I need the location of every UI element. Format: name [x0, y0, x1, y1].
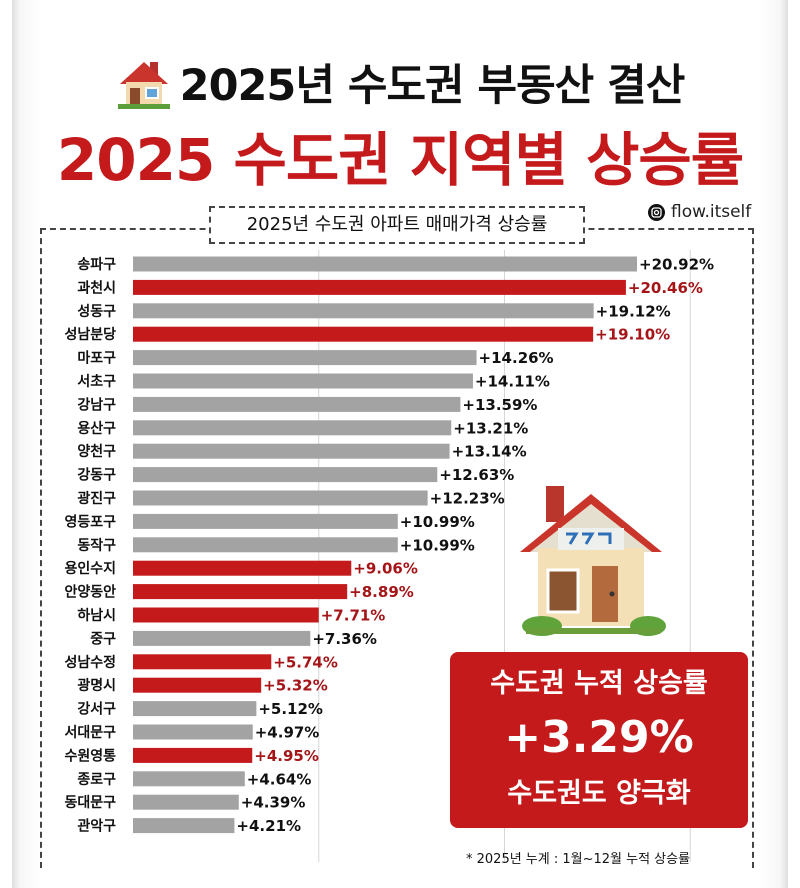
category-label: 서대문구	[64, 725, 116, 741]
category-label: 종로구	[77, 772, 116, 788]
callout-value: +3.29%	[504, 712, 694, 763]
value-label: +7.71%	[321, 607, 386, 625]
value-label: +10.99%	[400, 513, 475, 531]
bar	[133, 677, 262, 693]
bar	[133, 279, 626, 295]
value-label: +9.06%	[353, 560, 418, 578]
footnote: * 2025년 누계 : 1월~12월 누적 상승률	[466, 852, 691, 867]
category-label: 중구	[90, 631, 116, 647]
bar	[133, 701, 257, 717]
bar	[133, 467, 438, 483]
house-icon	[117, 62, 170, 109]
credit[interactable]: flow.itself	[648, 200, 751, 224]
value-label: +14.26%	[479, 349, 554, 367]
category-label: 송파구	[77, 257, 116, 273]
bar	[133, 794, 239, 810]
bar	[133, 747, 253, 763]
category-label: 과천시	[77, 280, 116, 296]
category-label: 마포구	[77, 351, 116, 367]
value-label: +4.39%	[241, 794, 306, 812]
bar	[133, 350, 477, 366]
value-label: +14.11%	[475, 373, 550, 391]
value-label: +4.64%	[247, 770, 312, 788]
value-label: +4.21%	[236, 817, 301, 835]
value-label: +5.74%	[273, 653, 338, 671]
value-label: +4.97%	[255, 724, 320, 742]
value-label: +13.14%	[452, 443, 527, 461]
title-text: 2025년 수도권 부동산 결산	[179, 61, 686, 111]
value-label: +12.23%	[430, 490, 505, 508]
bar	[133, 420, 452, 436]
category-label: 안양동안	[64, 584, 116, 601]
category-label: 동대문구	[64, 795, 116, 811]
value-label: +12.63%	[439, 466, 514, 484]
bar	[133, 373, 473, 389]
value-label: +20.92%	[639, 256, 714, 274]
instagram-icon	[648, 203, 665, 221]
chart-subtitle: 2025년 수도권 아파트 매매가격 상승률	[209, 206, 585, 244]
category-label: 영등포구	[64, 513, 116, 530]
value-label: +10.99%	[400, 536, 475, 554]
value-label: +13.59%	[462, 396, 537, 414]
bar	[133, 256, 637, 272]
bar	[133, 443, 450, 459]
category-label: 강남구	[77, 396, 116, 413]
category-label: 용인수지	[64, 560, 116, 577]
callout-title: 수도권 누적 상승률	[490, 668, 708, 699]
category-label: 하남시	[77, 607, 116, 624]
bar	[133, 818, 235, 834]
bar	[133, 607, 319, 623]
category-label: 광명시	[77, 677, 116, 694]
bar	[133, 724, 253, 740]
value-label: +4.95%	[254, 747, 319, 765]
cumulative-callout: 수도권 누적 상승률 +3.29% 수도권도 양극화	[450, 652, 748, 828]
headline: 2025 수도권 지역별 상승률	[56, 126, 744, 194]
bar	[133, 396, 461, 412]
category-label: 성동구	[77, 304, 116, 320]
value-label: +13.21%	[453, 419, 528, 437]
value-label: +5.12%	[258, 700, 323, 718]
category-label: 동작구	[77, 537, 116, 554]
bar	[133, 537, 398, 553]
bar	[133, 326, 594, 342]
callout-subtitle: 수도권도 양극화	[507, 778, 691, 809]
category-label: 용산구	[77, 420, 116, 437]
category-label: 관악구	[77, 818, 116, 835]
value-label: +19.12%	[596, 302, 671, 320]
bar	[133, 771, 245, 787]
category-label: 강동구	[77, 467, 116, 484]
bar	[133, 584, 348, 600]
value-label: +19.10%	[595, 326, 670, 344]
category-label: 성남분당	[64, 326, 116, 343]
bar	[133, 630, 311, 646]
category-label: 수원영통	[64, 747, 116, 764]
bar	[133, 303, 594, 319]
bar	[133, 654, 272, 670]
value-label: +20.46%	[628, 279, 703, 297]
category-label: 광진구	[77, 490, 116, 507]
bar	[133, 490, 428, 506]
value-label: +8.89%	[349, 583, 414, 601]
category-label: 서초구	[77, 374, 116, 390]
value-label: +5.32%	[263, 677, 328, 695]
page-title: 2025년 수도권 부동산 결산	[0, 50, 800, 114]
bar	[133, 513, 398, 529]
credit-handle: flow.itself	[671, 202, 752, 222]
house-illustration-icon	[520, 486, 666, 636]
bar	[133, 560, 352, 576]
category-label: 양천구	[77, 444, 116, 460]
category-label: 성남수정	[64, 654, 116, 671]
value-label: +7.36%	[312, 630, 377, 648]
category-label: 강서구	[77, 701, 116, 718]
